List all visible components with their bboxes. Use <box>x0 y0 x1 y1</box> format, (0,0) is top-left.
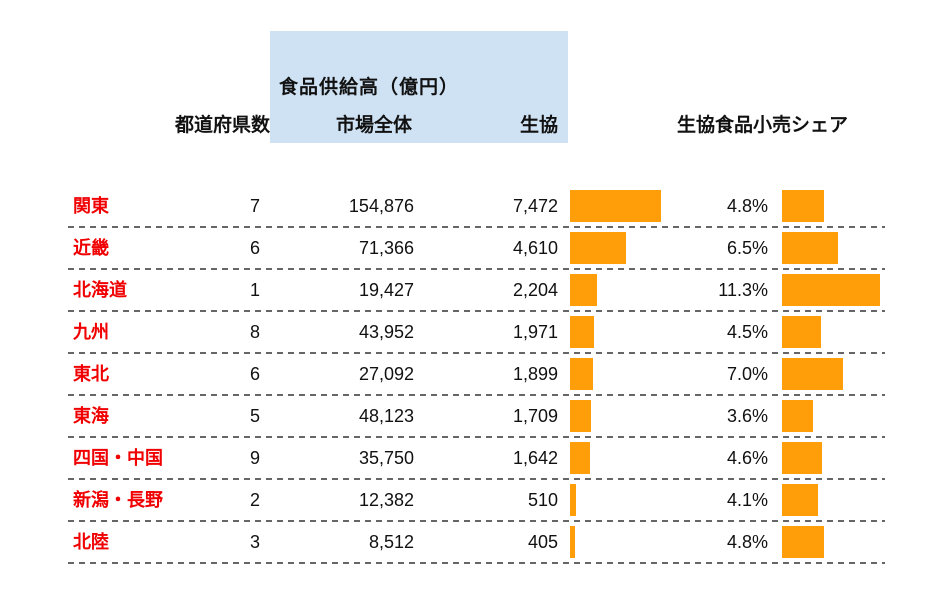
header-highlight-box <box>270 31 568 143</box>
prefecture-count: 8 <box>249 322 260 342</box>
data-table: 関東 7 154,876 7,472 4.8% 近畿 6 71,366 4,61… <box>68 185 885 564</box>
region-label: 近畿 <box>73 238 109 258</box>
coop-share-value: 7.0% <box>726 364 768 384</box>
table-row: 北陸 3 8,512 405 4.8% <box>68 521 885 564</box>
column-header-coop: 生協 <box>519 115 558 136</box>
coop-supply-bar-cell <box>558 353 670 395</box>
region-label: 北海道 <box>73 280 127 300</box>
coop-supply-value: 1,971 <box>512 322 558 342</box>
region-label: 東北 <box>73 364 109 384</box>
coop-share-value: 4.8% <box>726 532 768 552</box>
market-total-value: 71,366 <box>358 238 414 258</box>
prefecture-count: 1 <box>249 280 260 300</box>
coop-supply-bar-cell <box>558 185 670 227</box>
coop-supply-bar <box>570 358 594 390</box>
table-row: 九州 8 43,952 1,971 4.5% <box>68 311 885 354</box>
market-total-value: 35,750 <box>358 448 414 468</box>
region-label: 九州 <box>73 322 109 342</box>
coop-share-bar-cell <box>768 395 885 437</box>
coop-share-value: 4.6% <box>726 448 768 468</box>
prefecture-count: 3 <box>249 532 260 552</box>
region-label: 北陸 <box>73 532 109 552</box>
coop-supply-value: 2,204 <box>512 280 558 300</box>
coop-share-bar-cell <box>768 269 885 311</box>
coop-share-bar <box>782 358 843 390</box>
prefecture-count: 5 <box>249 406 260 426</box>
column-header-market: 市場全体 <box>335 115 412 136</box>
coop-share-bar <box>782 526 824 558</box>
coop-supply-bar-cell <box>558 269 670 311</box>
coop-share-bar <box>782 400 814 432</box>
prefecture-count: 6 <box>249 364 260 384</box>
coop-supply-bar-cell <box>558 395 670 437</box>
region-label: 四国・中国 <box>73 448 163 468</box>
coop-share-bar-cell <box>768 311 885 353</box>
table-row: 北海道 1 19,427 2,204 11.3% <box>68 269 885 312</box>
coop-supply-bar-cell <box>558 311 670 353</box>
coop-supply-bar <box>570 274 597 306</box>
column-header-prefectures: 都道府県数 <box>174 115 270 136</box>
market-total-value: 27,092 <box>358 364 414 384</box>
table-row: 東海 5 48,123 1,709 3.6% <box>68 395 885 438</box>
coop-share-value: 4.5% <box>726 322 768 342</box>
prefecture-count: 2 <box>249 490 260 510</box>
coop-supply-bar-cell <box>558 437 670 479</box>
column-header-share: 生協食品小売シェア <box>676 115 848 136</box>
coop-supply-value: 405 <box>527 532 558 552</box>
coop-supply-value: 1,899 <box>512 364 558 384</box>
market-total-value: 12,382 <box>358 490 414 510</box>
coop-share-bar <box>782 316 822 348</box>
coop-share-bar <box>782 232 839 264</box>
coop-supply-value: 510 <box>527 490 558 510</box>
coop-supply-bar-cell <box>558 521 670 563</box>
coop-supply-bar-cell <box>558 227 670 269</box>
coop-share-value: 3.6% <box>726 406 768 426</box>
coop-supply-bar <box>570 190 661 222</box>
coop-supply-value: 1,642 <box>512 448 558 468</box>
prefecture-count: 9 <box>249 448 260 468</box>
coop-share-value: 4.1% <box>726 490 768 510</box>
region-label: 新潟・長野 <box>73 490 163 510</box>
coop-share-value: 6.5% <box>726 238 768 258</box>
market-total-value: 48,123 <box>358 406 414 426</box>
coop-supply-bar <box>570 232 627 264</box>
coop-share-bar-cell <box>768 353 885 395</box>
region-label: 関東 <box>73 196 109 216</box>
table-row: 四国・中国 9 35,750 1,642 4.6% <box>68 437 885 480</box>
coop-share-bar <box>782 190 824 222</box>
table-row: 東北 6 27,092 1,899 7.0% <box>68 353 885 396</box>
coop-supply-value: 4,610 <box>512 238 558 258</box>
coop-share-bar <box>782 274 880 306</box>
coop-share-bar-cell <box>768 479 885 521</box>
coop-supply-value: 1,709 <box>512 406 558 426</box>
coop-share-bar <box>782 442 822 474</box>
coop-share-bar-cell <box>768 227 885 269</box>
coop-supply-bar <box>570 442 590 474</box>
table-row: 近畿 6 71,366 4,610 6.5% <box>68 227 885 270</box>
coop-supply-bar <box>570 400 591 432</box>
coop-share-value: 4.8% <box>726 196 768 216</box>
coop-share-bar-cell <box>768 521 885 563</box>
market-total-value: 8,512 <box>368 532 414 552</box>
coop-share-bar <box>782 484 818 516</box>
table-title: 食品供給高（億円） <box>279 77 460 98</box>
coop-supply-value: 7,472 <box>512 196 558 216</box>
market-total-value: 43,952 <box>358 322 414 342</box>
coop-share-value: 11.3% <box>718 280 768 300</box>
coop-share-bar-cell <box>768 185 885 227</box>
table-row: 新潟・長野 2 12,382 510 4.1% <box>68 479 885 522</box>
coop-supply-bar <box>570 484 577 516</box>
table-row: 関東 7 154,876 7,472 4.8% <box>68 185 885 228</box>
coop-supply-bar <box>570 316 594 348</box>
prefecture-count: 6 <box>249 238 260 258</box>
market-total-value: 154,876 <box>348 196 414 216</box>
coop-supply-bar <box>570 526 575 558</box>
region-label: 東海 <box>73 406 109 426</box>
market-total-value: 19,427 <box>358 280 414 300</box>
coop-share-bar-cell <box>768 437 885 479</box>
coop-supply-bar-cell <box>558 479 670 521</box>
prefecture-count: 7 <box>249 196 260 216</box>
